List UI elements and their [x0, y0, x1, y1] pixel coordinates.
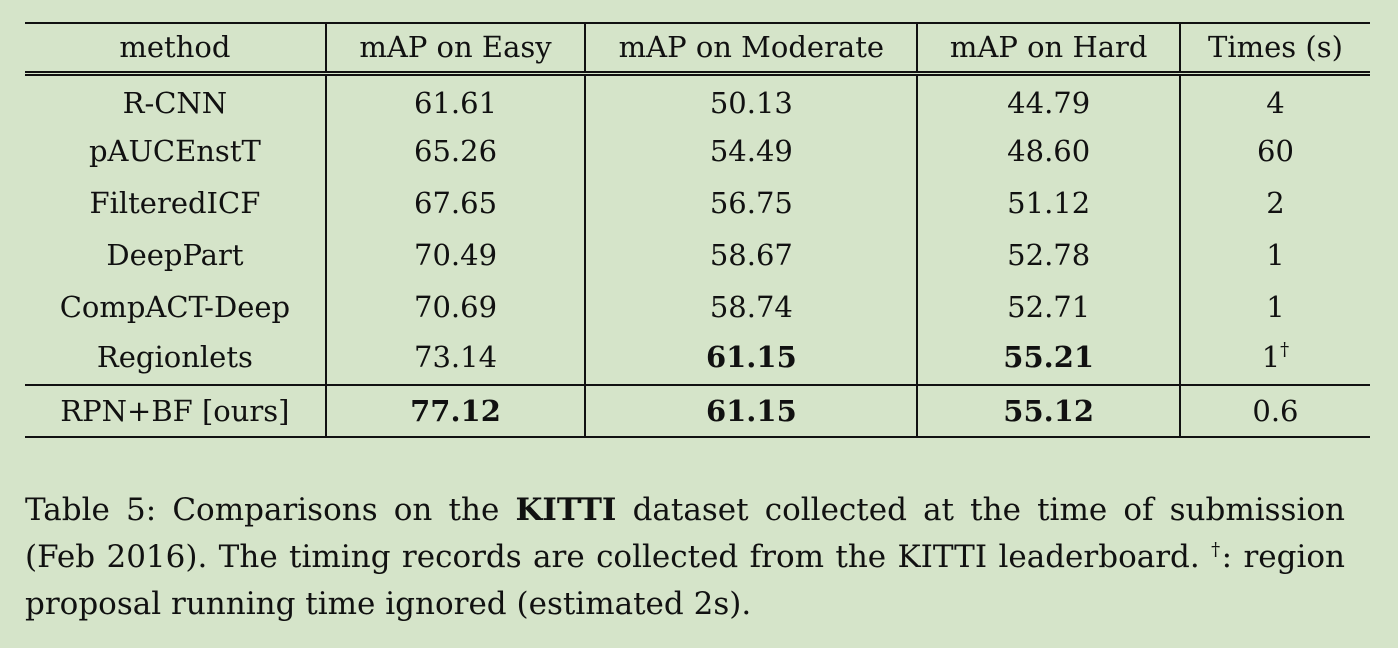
cell-moderate: 58.67 [584, 229, 918, 281]
cell-easy: 61.61 [324, 73, 586, 125]
cell-moderate: 54.49 [584, 125, 918, 177]
table-row: R-CNN 61.61 50.13 44.79 4 [25, 73, 1370, 125]
cell-time: 0.6 [1178, 385, 1370, 437]
dagger-footnote-mark: † [1280, 338, 1290, 360]
table-header-row: method mAP on Easy mAP on Moderate mAP o… [25, 23, 1370, 76]
cell-method: R-CNN [122, 86, 228, 121]
table-row-ours: RPN+BF [ours] 77.12 61.15 55.12 0.6 [25, 385, 1370, 437]
cell-hard-best: 55.21 [916, 333, 1180, 386]
cell-method: pAUCEnstT [88, 134, 261, 168]
cell-moderate-best: 61.15 [584, 333, 918, 386]
cell-time: 1 [1178, 281, 1370, 333]
cell-method: CompACT-Deep [59, 290, 291, 324]
caption-keyword: KITTI [515, 492, 617, 528]
cell-hard: 48.60 [916, 125, 1180, 177]
results-table-container: method mAP on Easy mAP on Moderate mAP o… [25, 22, 1370, 438]
cell-moderate: 50.13 [584, 73, 918, 125]
caption-text: : region proposal running time ignored (… [25, 539, 1346, 622]
header-moderate: mAP on Moderate [584, 23, 918, 76]
cell-hard: 52.78 [916, 229, 1180, 281]
cell-time: 1 [1178, 229, 1370, 281]
cell-easy-best: 77.12 [324, 385, 586, 437]
cell-hard: 52.71 [916, 281, 1180, 333]
time-value: 1 [1261, 339, 1281, 374]
header-method: method [25, 23, 326, 76]
results-table: method mAP on Easy mAP on Moderate mAP o… [25, 22, 1370, 438]
cell-time: 2 [1178, 177, 1370, 229]
cell-hard: 44.79 [916, 73, 1180, 125]
cell-method: FilteredICF [89, 186, 261, 220]
cell-easy: 70.49 [324, 229, 586, 281]
table-row: CompACT-Deep 70.69 58.74 52.71 1 [25, 281, 1370, 333]
caption-dagger-mark: † [1211, 539, 1222, 560]
cell-easy: 73.14 [324, 333, 586, 386]
cell-hard-best: 55.12 [916, 385, 1180, 437]
cell-easy: 67.65 [324, 177, 586, 229]
table-row: DeepPart 70.49 58.67 52.78 1 [25, 229, 1370, 281]
cell-hard: 51.12 [916, 177, 1180, 229]
table-caption: Table 5: Comparisons on the KITTI datase… [25, 487, 1345, 628]
cell-time: 4 [1178, 73, 1370, 125]
cell-method: DeepPart [106, 238, 244, 272]
cell-time: 60 [1178, 125, 1370, 177]
cell-moderate: 56.75 [584, 177, 918, 229]
header-times: Times (s) [1178, 23, 1370, 76]
cell-easy: 70.69 [324, 281, 586, 333]
table-row: Regionlets 73.14 61.15 55.21 1† [25, 333, 1370, 386]
cell-moderate: 58.74 [584, 281, 918, 333]
table-row: FilteredICF 67.65 56.75 51.12 2 [25, 177, 1370, 229]
cell-time: 1† [1178, 333, 1370, 386]
header-hard: mAP on Hard [916, 23, 1180, 76]
caption-text: Table 5: Comparisons on the [25, 492, 516, 528]
header-easy: mAP on Easy [324, 23, 586, 76]
cell-easy: 65.26 [324, 125, 586, 177]
cell-method: Regionlets [25, 333, 326, 386]
caption-text: dataset collected at the time of submiss… [25, 492, 1346, 575]
table-row: pAUCEnstT 65.26 54.49 48.60 60 [25, 125, 1370, 177]
cell-moderate-best: 61.15 [584, 385, 918, 437]
cell-method: RPN+BF [ours] [60, 394, 290, 428]
